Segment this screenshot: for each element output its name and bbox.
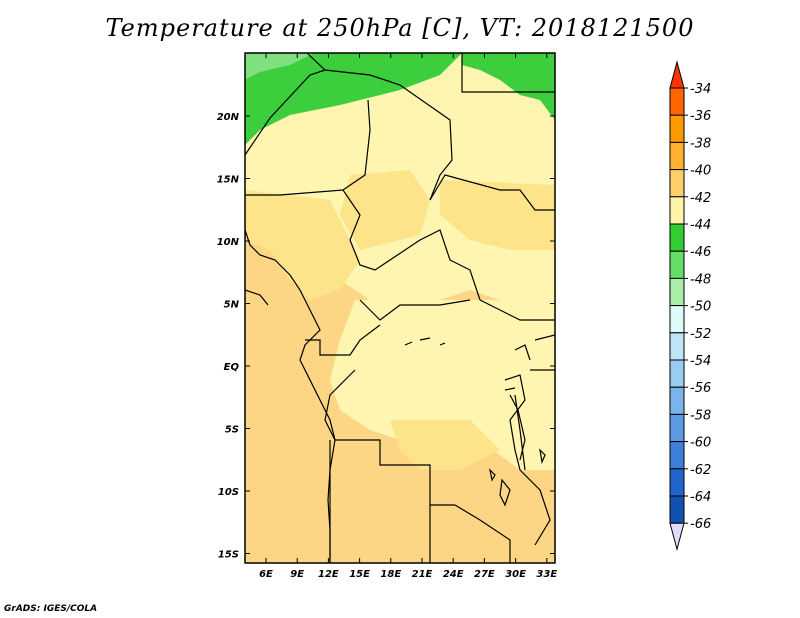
border-congo-drc [324, 369, 356, 441]
border-nigeria-cameroon-car [245, 189, 481, 301]
colorbar-segment [669, 141, 685, 171]
colorbar-segment [669, 413, 685, 443]
field-region-congo [330, 300, 555, 470]
border-zambia [454, 504, 511, 563]
x-tick-label: 15E [349, 569, 370, 580]
map-title: Temperature at 250hPa [C], VT: 201812150… [105, 14, 695, 42]
x-tick-label: 27E [474, 569, 495, 580]
colorbar-segment [669, 386, 685, 415]
y-tick-label: 15S [218, 550, 239, 561]
colorbar: -34 -36 -38 -40 -42 -44 -46 -48 -50 -52 -54 -56 -58 -… [669, 60, 711, 552]
colorbar-label: -36 [690, 109, 711, 124]
field-region-lightgreen [245, 53, 315, 80]
colorbar-label: -62 [690, 463, 711, 478]
border-gabon [305, 324, 381, 356]
x-axis-ticks: 6E 9E 12E 15E 18E 21E 24E 27E 30E 33E [259, 53, 557, 580]
field-region-south [390, 420, 500, 470]
x-tick-label: 6E [259, 569, 273, 580]
lake-victoria [504, 344, 531, 391]
y-tick-label: EQ [224, 362, 240, 373]
field-region-sahel [340, 170, 430, 250]
colorbar-label: -66 [690, 517, 711, 532]
y-tick-label: 15N [217, 175, 240, 186]
colorbar-segment [669, 277, 685, 307]
border-angola [335, 439, 455, 506]
colorbar-label: -60 [690, 436, 711, 451]
colorbar-segment [669, 305, 685, 334]
x-tick-label: 12E [318, 569, 339, 580]
colorbar-label: -54 [690, 354, 711, 369]
y-tick-label: 5N [224, 300, 240, 311]
colorbar-label: -40 [690, 164, 711, 179]
colorbar-top-arrow [669, 60, 685, 89]
lake-tanganyika [509, 394, 526, 471]
colorbar-segment [669, 87, 685, 116]
colorbar-segment [669, 223, 685, 252]
atlantic-coastline [245, 229, 336, 563]
y-tick-label: 10N [217, 237, 240, 248]
border-algeria-niger [245, 69, 326, 156]
colorbar-label: -50 [690, 300, 711, 315]
border-malawi [519, 469, 551, 546]
border-libya-niger [306, 53, 453, 201]
border-niger-chad [342, 99, 371, 191]
x-tick-label: 33E [536, 569, 557, 580]
colorbar-segment [669, 441, 685, 470]
map-frame [244, 52, 556, 564]
field-region-northeast-green [462, 53, 555, 120]
colorbar-segment [669, 332, 685, 361]
field-region-sahara-green [245, 53, 462, 145]
colorbar-label: -64 [690, 490, 711, 505]
small-lakes [489, 448, 546, 507]
coastline [245, 229, 546, 563]
x-tick-label: 18E [380, 569, 401, 580]
colorbar-bottom-arrow [669, 522, 685, 552]
y-tick-label: 5S [225, 425, 239, 436]
border-east [530, 334, 555, 371]
grads-credit: GrADS: IGES/COLA [4, 604, 98, 614]
colorbar-label: -44 [690, 218, 711, 233]
colorbar-segment [669, 169, 685, 198]
temperature-field [245, 53, 555, 563]
x-tick-label: 24E [443, 569, 464, 580]
colorbar-segment [669, 468, 685, 497]
border-car-congo [359, 299, 471, 321]
field-region-westafrica [245, 190, 360, 300]
border-libya-egypt [461, 53, 555, 93]
river-marks [404, 337, 446, 346]
colorbar-label: -48 [690, 272, 711, 287]
x-tick-label: 21E [412, 569, 433, 580]
colorbar-segment [669, 495, 685, 524]
colorbar-label: -38 [690, 136, 711, 151]
colorbar-label: -34 [690, 82, 711, 97]
colorbar-segment [669, 359, 685, 388]
colorbar-label: -46 [690, 245, 711, 260]
x-tick-label: 9E [290, 569, 304, 580]
y-tick-label: 20N [217, 112, 240, 123]
colorbar-label: -52 [690, 327, 711, 342]
y-axis-ticks: 20N 15N 10N 5N EQ 5S 10S 15S [217, 112, 555, 561]
colorbar-label: -56 [690, 381, 711, 396]
border-south-sudan [479, 299, 555, 321]
colorbar-label: -42 [690, 191, 711, 206]
x-tick-label: 30E [505, 569, 526, 580]
country-borders [245, 53, 555, 563]
border-chad-sudan [429, 174, 555, 211]
west-coastline [245, 289, 269, 306]
colorbar-label: -58 [690, 408, 711, 423]
colorbar-segment [669, 114, 685, 143]
colorbar-segment [669, 250, 685, 279]
y-tick-label: 10S [218, 487, 239, 498]
colorbar-segment [669, 196, 685, 225]
